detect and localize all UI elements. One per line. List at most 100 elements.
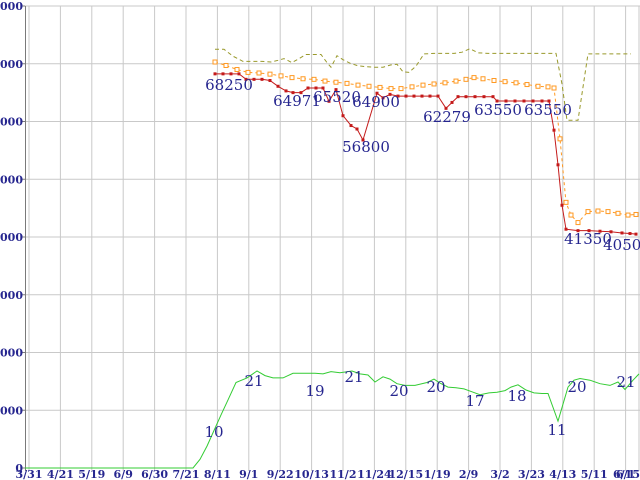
- series-average-price-marker: [615, 210, 621, 216]
- series-average-price-marker: [409, 84, 415, 90]
- series-low-price-marker: [276, 84, 280, 88]
- series-low-price-marker: [628, 232, 632, 236]
- series-average-price-marker: [633, 211, 639, 217]
- x-axis-tick-label: 6/15: [613, 468, 640, 480]
- series-quantity-value-label: 10: [204, 423, 223, 441]
- series-low-price-marker: [314, 86, 318, 90]
- x-axis-tick-label: 6/1: [616, 468, 635, 480]
- series-low-price-marker: [404, 94, 408, 98]
- series-average-price-marker: [300, 76, 306, 82]
- series-quantity-value-label: 19: [305, 382, 324, 400]
- series-low-price-marker: [598, 229, 602, 233]
- series-low-price-marker: [213, 72, 217, 76]
- series-average-price-marker: [545, 84, 551, 90]
- series-low-price-marker: [504, 99, 508, 103]
- series-low-price-value-label: 62279: [423, 108, 471, 126]
- series-low-price-marker: [473, 95, 477, 99]
- series-low-price-marker: [482, 95, 486, 99]
- series-average-price-marker: [333, 79, 339, 85]
- series-quantity-value-label: 11: [547, 421, 566, 439]
- series-low-price-value-label: 68250: [205, 76, 253, 94]
- series-low-price-marker: [420, 94, 424, 98]
- x-axis-tick-label: 3/23: [518, 468, 545, 480]
- series-low-price-marker: [388, 92, 392, 96]
- x-axis-tick-label: 8/11: [204, 468, 231, 480]
- series-quantity-value-label: 20: [389, 382, 408, 400]
- series-low-price-marker: [349, 124, 353, 128]
- x-axis-tick-label: 7/21: [173, 468, 200, 480]
- series-low-price-marker: [334, 88, 338, 92]
- series-low-price-value-label: 63550: [474, 101, 522, 119]
- x-axis-tick-label: 12/15: [388, 468, 423, 480]
- series-average-price-marker: [398, 86, 404, 92]
- series-high-price-line: [215, 48, 631, 121]
- series-quantity-value-label: 21: [344, 368, 363, 386]
- series-average-price-marker: [502, 79, 508, 85]
- x-axis-tick-label: 11/2: [330, 468, 357, 480]
- series-low-price-marker: [381, 96, 385, 100]
- series-low-price-marker: [284, 89, 288, 93]
- series-average-price-marker: [463, 76, 469, 82]
- series-low-price-marker: [587, 229, 591, 233]
- series-average-price-marker: [267, 71, 273, 77]
- series-average-price-marker: [377, 84, 383, 90]
- y-axis-tick-label: 40000: [0, 231, 23, 244]
- series-low-price-value-label: 40500: [603, 236, 640, 254]
- series-low-price-value-label: 41350: [564, 230, 612, 248]
- series-average-price-marker: [595, 208, 601, 214]
- series-low-price-marker: [547, 99, 551, 103]
- x-axis-tick-label: 6/30: [141, 468, 168, 480]
- series-low-price-marker: [412, 94, 416, 98]
- y-axis-tick-label: 30000: [0, 289, 23, 302]
- series-low-price-marker: [361, 138, 365, 142]
- series-average-price-marker: [256, 70, 262, 76]
- series-average-price-marker: [289, 75, 295, 81]
- series-quantity-value-label: 18: [507, 387, 526, 405]
- series-low-price-marker: [634, 232, 638, 236]
- series-quantity-value-label: 17: [465, 392, 484, 410]
- series-low-price-marker: [355, 127, 359, 131]
- series-average-price-marker: [245, 69, 251, 75]
- series-low-price-marker: [436, 94, 440, 98]
- series-average-price-marker: [355, 82, 361, 88]
- series-low-price-marker: [327, 99, 331, 103]
- series-average-price-marker: [535, 83, 541, 89]
- series-low-price-value-label: 56800: [342, 138, 390, 156]
- series-low-price-marker: [291, 91, 295, 95]
- series-average-price-marker: [563, 199, 569, 205]
- series-low-price-marker: [321, 86, 325, 90]
- series-low-price-value-label: 65520: [313, 88, 361, 106]
- series-quantity-value-label: 21: [616, 373, 635, 391]
- series-average-price-marker: [513, 80, 519, 86]
- x-axis-tick-label: 5/11: [581, 468, 608, 480]
- series-low-price-marker: [522, 99, 526, 103]
- series-average-price-marker: [585, 209, 591, 215]
- series-low-price-marker: [464, 95, 468, 99]
- series-low-price-marker: [513, 99, 517, 103]
- y-axis-tick-label: 60000: [0, 116, 23, 129]
- series-low-price-marker: [552, 128, 556, 132]
- series-average-price-marker: [431, 81, 437, 87]
- series-low-price-marker: [341, 114, 345, 118]
- series-low-price-marker: [252, 77, 256, 81]
- series-average-price-marker: [322, 78, 328, 84]
- series-average-price-marker: [388, 86, 394, 92]
- series-low-price-value-label: 64900: [352, 93, 400, 111]
- series-low-price-marker: [564, 227, 568, 231]
- series-low-price-marker: [456, 95, 460, 99]
- series-low-price-marker: [620, 231, 624, 235]
- series-average-price-marker: [311, 76, 317, 82]
- series-low-price-marker: [428, 94, 432, 98]
- series-average-price-marker: [568, 212, 574, 218]
- series-quantity-value-label: 20: [567, 378, 586, 396]
- series-low-price-marker: [299, 91, 303, 95]
- series-average-price-marker: [344, 80, 350, 86]
- series-average-price-marker: [480, 76, 486, 82]
- series-low-price-marker: [237, 72, 241, 76]
- y-axis-tick-label: 80000: [0, 0, 23, 13]
- series-low-price-marker: [556, 163, 560, 167]
- series-low-price-marker: [609, 230, 613, 234]
- series-quantity-value-label: 21: [244, 372, 263, 390]
